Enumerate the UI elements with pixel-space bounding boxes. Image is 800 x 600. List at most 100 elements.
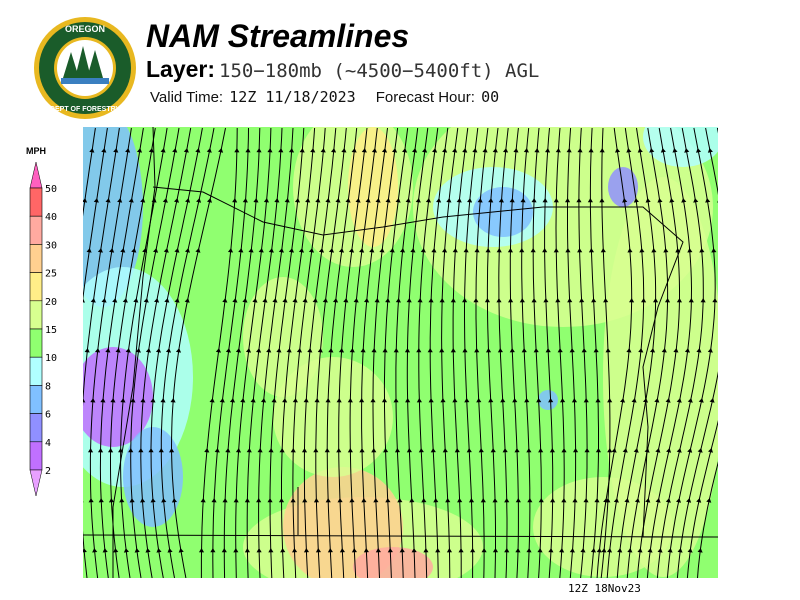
streamline-arrow [234, 148, 240, 153]
legend-swatch [29, 300, 43, 330]
streamline-arrow [253, 198, 259, 203]
streamline-arrow [343, 298, 349, 303]
streamline-arrow [500, 398, 506, 403]
streamline-arrow [155, 348, 162, 353]
legend-swatch [29, 413, 43, 443]
streamline [140, 127, 192, 578]
streamline-arrow [97, 448, 104, 453]
streamline-arrow [198, 548, 205, 553]
streamline-arrow [173, 198, 180, 203]
streamline-arrow [655, 498, 661, 503]
streamline-arrow [183, 148, 189, 153]
streamline-arrow [385, 498, 391, 503]
layer-value: 150−180mb (~4500−5400ft) AGL [219, 60, 540, 82]
streamline-arrow [222, 298, 228, 303]
streamline-arrow [175, 348, 182, 353]
streamline-arrow [140, 198, 146, 203]
streamline [258, 127, 294, 578]
streamline-arrow [619, 398, 626, 403]
streamline-arrow [280, 548, 286, 553]
streamline-arrow [120, 398, 126, 403]
streamline-arrow [347, 398, 353, 403]
streamline-arrow [647, 548, 653, 553]
streamline-arrow [256, 498, 262, 503]
streamline-arrow [569, 548, 575, 553]
streamline-arrow [312, 298, 318, 303]
streamline-arrow [305, 198, 311, 203]
streamline-arrow [488, 198, 494, 203]
streamline-arrow [676, 448, 682, 453]
streamline-arrow [299, 148, 305, 153]
streamline-arrow [184, 248, 190, 253]
streamline-arrow [360, 348, 366, 353]
streamline-arrow [349, 248, 355, 253]
streamline-arrow [395, 198, 401, 203]
streamline-arrow [406, 448, 412, 453]
streamline-arrow [657, 548, 663, 553]
streamline-arrow [83, 548, 87, 553]
streamline-arrow [577, 248, 583, 253]
streamline-arrow [457, 498, 463, 503]
streamline-arrow [523, 148, 529, 153]
streamline-arrow [325, 398, 331, 403]
streamline [170, 127, 226, 578]
streamline-arrow [526, 448, 532, 453]
streamline-arrow [244, 498, 250, 503]
streamline-arrow [567, 298, 573, 303]
streamline-arrow [549, 448, 555, 453]
streamline-arrow [717, 200, 718, 203]
streamline [616, 127, 657, 578]
streamline-arrow [441, 248, 448, 253]
streamline-arrow [385, 298, 391, 303]
streamline-arrow [328, 248, 335, 253]
streamline-arrow [288, 248, 295, 253]
streamline-arrow [328, 348, 334, 353]
streamline-arrow [527, 498, 533, 503]
streamline-arrow [195, 148, 201, 153]
streamline [150, 127, 203, 578]
streamline-arrow [687, 398, 693, 403]
streamline-arrow [134, 548, 140, 553]
streamline-arrow [538, 448, 544, 453]
streamline-arrow [233, 498, 239, 503]
streamline-arrow [509, 198, 515, 203]
streamline-arrow [603, 298, 609, 303]
wind-speed-area [353, 547, 433, 578]
streamline-arrow [634, 498, 640, 503]
page-title: NAM Streamlines [146, 18, 410, 54]
streamline [361, 127, 388, 578]
streamline-arrow [101, 148, 107, 153]
streamline-arrow [649, 348, 656, 353]
streamline-arrow [196, 198, 202, 203]
streamline-arrow [375, 198, 381, 203]
streamline [223, 127, 261, 578]
streamline-arrow [515, 498, 521, 503]
streamline-arrow [458, 548, 464, 553]
streamline-arrow [462, 348, 468, 353]
streamline-arrow [125, 148, 131, 153]
streamline-arrow [508, 298, 514, 303]
streamline [110, 127, 156, 578]
wind-speed-legend: MPH 50 40 30 25 20 15 10 8 6 4 2 [26, 146, 57, 497]
streamline-arrow [288, 148, 295, 153]
streamline-arrow [371, 348, 377, 353]
streamline-arrow [341, 148, 347, 153]
streamline-arrow [150, 498, 156, 503]
streamline-arrow [371, 148, 378, 153]
streamline-arrow [83, 398, 86, 403]
streamline-arrow [637, 548, 643, 553]
streamline [395, 127, 419, 578]
streamline-arrow [684, 348, 691, 353]
streamline-arrow [611, 448, 617, 453]
streamline-arrow [524, 398, 530, 403]
streamline-arrow [416, 348, 422, 353]
streamline-arrow [252, 298, 258, 303]
streamline-arrow [320, 148, 326, 153]
streamline-arrow [600, 248, 606, 253]
streamline-arrow [687, 548, 693, 553]
streamline-arrow [452, 248, 458, 253]
streamline-arrow [488, 398, 494, 403]
wind-speed-area [123, 427, 183, 527]
streamline-arrow [484, 298, 491, 303]
streamline-arrow [302, 498, 308, 503]
